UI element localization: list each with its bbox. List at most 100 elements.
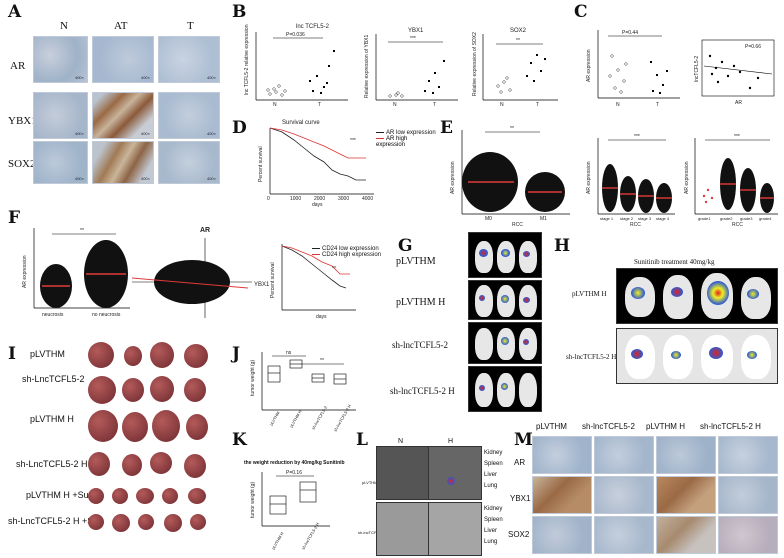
svg-text:grade4: grade4	[759, 216, 772, 221]
ihc-A-SOX2-AT: 400×	[92, 141, 154, 184]
ihc-M-SOX2-4	[718, 516, 778, 554]
panel-D-legend: AR low expression AR high expression	[376, 130, 436, 148]
panel-F2-xlabel: YBX1	[254, 282, 270, 288]
panel-H-row-1: pLVTHM H	[572, 290, 607, 298]
panel-B1-pvalue: P=0.036	[286, 32, 305, 38]
panel-F3-legend: CD24 low expression CD24 high expression	[312, 246, 382, 258]
panel-E3-sig: ***	[734, 134, 740, 140]
svg-text:grade3: grade3	[740, 216, 753, 221]
panel-E-label: E	[440, 118, 453, 138]
ihc-A-AR-T: 400×	[158, 36, 220, 83]
panel-F3-ylabel: Percent survival	[270, 262, 276, 298]
panel-I-row-1: pLVTHM	[30, 349, 65, 359]
panel-B3-ylabel: Relative expression of SOX2	[472, 32, 478, 96]
panel-L-organs-2: Kidney Spleen Liver Lung	[484, 506, 503, 545]
panel-F1-group-1: neucrosis	[42, 312, 64, 318]
panel-L-col-N: N	[398, 438, 404, 445]
panel-A-row-YBX1: YBX1	[8, 115, 37, 127]
panel-E2-ylabel: AR expression	[586, 161, 592, 194]
panel-F1-group-2: no neucrosis	[92, 312, 121, 318]
panel-L-organs-1: Kidney Spleen Liver Lung	[484, 450, 503, 489]
panel-B3-group-T: T	[536, 102, 539, 108]
panel-L-image-N1	[376, 446, 430, 500]
panel-J-boxplot: ns ** pLVTHM pLVTHM H sh-lncTCFL5-2 sh-l…	[250, 350, 356, 433]
panel-A-label: A	[8, 2, 22, 22]
panel-K-ylabel: tumor weight (g)	[250, 482, 256, 518]
panel-M-col-2: sh-lncTCFL5-2	[582, 422, 635, 431]
svg-text:pLVTHM: pLVTHM	[269, 411, 281, 427]
ihc-M-AR-2	[594, 436, 654, 474]
panel-I-row-2: sh-LncTCFL5-2	[22, 374, 85, 384]
panel-F1-sig: **	[80, 228, 84, 234]
panel-K-title: the weight reduction by 40mg/kg Sunitini…	[244, 460, 345, 466]
svg-text:pLVTHM H: pLVTHM H	[271, 531, 285, 550]
ihc-M-YBX1-2	[594, 476, 654, 514]
panel-M-col-1: pLVTHM	[536, 422, 567, 431]
panel-A-col-N: N	[60, 20, 68, 32]
panel-G-image-4	[468, 366, 542, 412]
svg-text:0: 0	[267, 196, 270, 202]
panel-G-image-1	[468, 232, 542, 278]
panel-A-row-SOX2: SOX2	[8, 158, 36, 170]
svg-text:pLVTHM H: pLVTHM H	[289, 409, 303, 428]
panel-G-row-2: pLVTHM H	[396, 297, 446, 308]
panel-C-plots: P=0.44 AR expression N T P=0.66 AR lncTC…	[586, 30, 775, 108]
panel-E1-group-M0: M0	[485, 216, 492, 222]
panel-J-sig1: ns	[286, 350, 292, 356]
panel-I-row-4: sh-LncTCFL5-2 H	[16, 459, 88, 469]
panel-E1-xlabel: RCC	[512, 222, 523, 228]
panel-K-label: K	[232, 430, 247, 450]
panel-B3-sig: **	[516, 38, 520, 44]
panel-G-row-4: sh-lncTCFL5-2 H	[390, 386, 455, 396]
panel-F-plots: ** neucrosis no neucrosis AR expression …	[22, 227, 356, 320]
panel-C-left-pvalue: P=0.44	[622, 30, 638, 36]
ihc-A-YBX1-N: 400×	[33, 92, 88, 139]
ihc-A-AR-N: 400×	[33, 36, 88, 83]
panel-J-ylabel: tumor weight (g)	[250, 360, 256, 396]
panel-H-image-1	[616, 268, 778, 324]
panel-L-image-N2	[376, 502, 430, 556]
panel-B3-group-N: N	[500, 102, 504, 108]
ihc-A-SOX2-T: 400×	[158, 141, 220, 184]
panel-C-right-xlabel: AR	[735, 100, 742, 106]
svg-text:3000: 3000	[338, 196, 349, 202]
panel-G-image-2	[468, 280, 542, 320]
panel-A-col-T: T	[187, 20, 194, 32]
panel-H-title: Sunitinib treatment 40mg/kg	[634, 258, 715, 266]
svg-text:sh-lncTCFL5-2 H: sh-lncTCFL5-2 H	[333, 404, 353, 433]
panel-F3-sig: **	[332, 266, 336, 272]
panel-L-image-H1	[428, 446, 482, 500]
panel-B2-sig: ***	[410, 36, 416, 42]
svg-text:2000: 2000	[314, 196, 325, 202]
panel-I-label: I	[8, 344, 16, 364]
panel-L-image-H2	[428, 502, 482, 556]
panel-L-label: L	[356, 430, 368, 450]
svg-text:4000: 4000	[362, 196, 373, 202]
panel-C-left-ylabel: AR expression	[586, 49, 592, 82]
panel-B2-group-N: N	[393, 102, 397, 108]
panel-B2-title: YBX1	[408, 28, 424, 34]
panel-M-row-SOX2: SOX2	[508, 530, 530, 539]
panel-F3-xlabel: days	[316, 314, 327, 320]
panel-L-row-2: sh-lncTCFL5-2	[358, 530, 385, 535]
panel-I-row-6: sh-LncTCFL5-2 H +Su	[8, 516, 99, 526]
panel-B1-ylabel: lnc TCFL5-2 relative expression	[244, 24, 250, 95]
svg-text:stage 4: stage 4	[656, 216, 670, 221]
ihc-M-AR-1	[532, 436, 592, 474]
panel-D-survival: Survival curve *** days Percent survival…	[258, 120, 374, 208]
ihc-M-AR-4	[718, 436, 778, 474]
panel-H-row-2: sh-lncTCFL5-2 H	[566, 353, 617, 361]
panel-L-col-H: H	[448, 438, 454, 445]
panel-I-row-5: pLVTHM H +Su	[26, 490, 89, 500]
ihc-A-YBX1-AT: 400×	[92, 92, 154, 139]
panel-H-label: H	[554, 236, 571, 256]
panel-D-sig: ***	[350, 138, 356, 144]
panel-E1-ylabel: AR expression	[450, 161, 456, 194]
panel-B1-group-N: N	[273, 102, 277, 108]
panel-M-col-3: pLVTHM H	[646, 422, 685, 431]
panel-C-left-group-T: T	[656, 102, 659, 108]
panel-F1-ylabel: AR expression	[22, 255, 28, 288]
panel-B3-title: SOX2	[510, 28, 527, 34]
panel-B2-scatter	[388, 60, 445, 98]
svg-text:stage 3: stage 3	[638, 216, 652, 221]
